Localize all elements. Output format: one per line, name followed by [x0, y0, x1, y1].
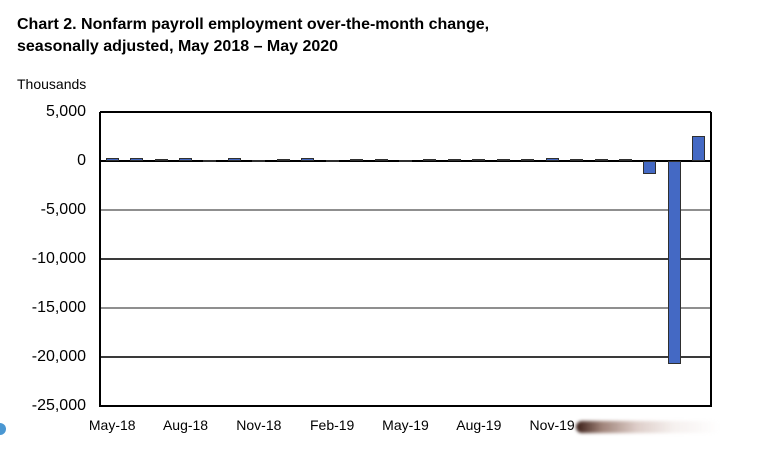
y-tick-label: 5,000 — [45, 103, 86, 120]
smear-artifact — [576, 421, 720, 433]
x-tick-label: Nov-19 — [529, 417, 575, 433]
bar — [227, 158, 241, 161]
bar — [545, 158, 559, 161]
gridline — [100, 405, 711, 407]
bar — [643, 161, 657, 175]
bar — [374, 158, 388, 161]
chart-title-line2: seasonally adjusted, May 2018 – May 2020 — [17, 37, 339, 55]
x-tick-label: May-18 — [88, 417, 136, 433]
bar — [447, 159, 461, 162]
bar — [594, 158, 608, 161]
bar — [472, 158, 486, 161]
bar — [618, 158, 632, 161]
bar — [521, 159, 535, 162]
bar — [301, 158, 315, 161]
bar — [203, 159, 217, 162]
blue-dot-artifact — [0, 423, 6, 435]
chart-title-line1: Chart 2. Nonfarm payroll employment over… — [17, 16, 490, 33]
gridline — [100, 307, 711, 309]
bar — [325, 160, 339, 163]
y-tick-label: -10,000 — [31, 250, 86, 267]
bar — [154, 158, 168, 161]
gridline — [100, 209, 711, 211]
bar — [692, 136, 706, 161]
bar — [570, 159, 584, 162]
x-tick-label: Nov-18 — [236, 417, 282, 433]
bar — [252, 159, 266, 162]
x-tick-label: May-19 — [382, 417, 429, 433]
y-tick-label: 0 — [77, 152, 86, 169]
x-tick-label: Aug-19 — [456, 417, 502, 433]
y-tick-label: -20,000 — [31, 348, 86, 365]
bar — [423, 159, 437, 162]
gridline — [100, 258, 711, 260]
bar — [105, 158, 119, 161]
plot-right-border — [710, 112, 712, 407]
bar — [130, 158, 144, 161]
gridline — [100, 356, 711, 358]
y-tick-label: -5,000 — [40, 201, 86, 218]
bar — [276, 159, 290, 162]
chart-title: Chart 2. Nonfarm payroll employment over… — [17, 14, 489, 57]
y-axis-line — [99, 112, 101, 407]
y-tick-label: -25,000 — [31, 397, 86, 414]
bar — [399, 160, 412, 163]
bar — [350, 158, 364, 161]
y-axis-unit-label: Thousands — [17, 76, 87, 92]
x-tick-label: Aug-18 — [162, 417, 209, 433]
bar — [496, 158, 510, 161]
bar — [667, 161, 681, 364]
y-tick-label: -15,000 — [31, 299, 86, 316]
x-tick-label: Feb-19 — [309, 417, 355, 433]
gridline — [100, 111, 711, 113]
bar — [179, 157, 193, 161]
